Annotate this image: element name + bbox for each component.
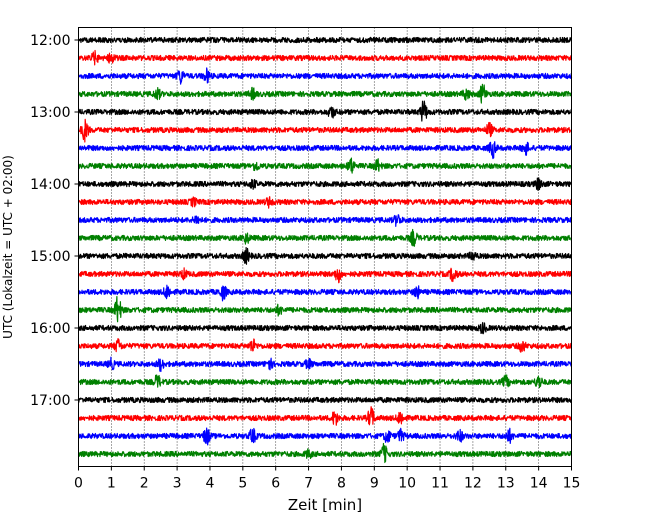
x-tick-label: 15 xyxy=(563,476,581,492)
trace-1530 xyxy=(77,284,573,302)
x-tick-label: 3 xyxy=(173,476,182,492)
trace-1430 xyxy=(77,214,573,227)
trace-1545 xyxy=(77,295,573,323)
trace-1330 xyxy=(77,141,572,160)
x-tick-label: 9 xyxy=(370,476,379,492)
x-tick-label: 14 xyxy=(530,476,548,492)
trace-1700 xyxy=(77,396,573,404)
trace-1415 xyxy=(78,196,573,209)
trace-1630 xyxy=(78,356,573,373)
x-tick-label: 10 xyxy=(398,476,416,492)
y-axis-label: UTC (Lokalzeit = UTC + 02:00) xyxy=(1,155,15,339)
y-tick-label: 14:00 xyxy=(30,177,70,193)
trace-1730 xyxy=(77,427,573,446)
y-tick-label: 13:00 xyxy=(30,105,70,121)
x-axis-ticks: 0 1 2 3 4 5 6 7 8 9 10 11 12 13 14 15 xyxy=(74,466,581,492)
trace-1515 xyxy=(78,267,573,284)
trace-1300 xyxy=(78,100,573,122)
x-tick-label: 0 xyxy=(74,476,83,492)
y-tick-label: 16:00 xyxy=(30,321,70,337)
trace-1445 xyxy=(77,228,573,247)
x-axis-label: Zeit [min] xyxy=(288,496,362,514)
trace-1400 xyxy=(77,177,573,191)
y-tick-label: 15:00 xyxy=(30,249,70,265)
x-tick-label: 11 xyxy=(431,476,449,492)
x-tick-label: 2 xyxy=(140,476,149,492)
x-tick-label: 5 xyxy=(238,476,247,492)
trace-1345 xyxy=(77,157,572,174)
y-tick-label: 12:00 xyxy=(30,33,70,49)
x-tick-label: 7 xyxy=(304,476,313,492)
y-axis-ticks: 12:00 13:00 14:00 15:00 16:00 17:00 xyxy=(30,33,79,409)
x-tick-label: 4 xyxy=(206,476,215,492)
trace-1215 xyxy=(77,49,573,66)
trace-1200 xyxy=(77,36,573,44)
trace-1745 xyxy=(77,442,573,464)
x-tick-label: 1 xyxy=(107,476,116,492)
x-tick-label: 12 xyxy=(464,476,482,492)
trace-1615 xyxy=(78,338,573,353)
trace-1230 xyxy=(78,67,573,85)
trace-1600 xyxy=(77,321,573,335)
y-tick-label: 17:00 xyxy=(30,393,70,409)
trace-1645 xyxy=(77,374,573,389)
x-grid xyxy=(111,27,539,467)
trace-rows xyxy=(77,36,573,464)
x-tick-label: 13 xyxy=(497,476,515,492)
trace-1715 xyxy=(77,406,573,426)
trace-1245 xyxy=(77,83,573,104)
plot-area-frame xyxy=(78,27,572,467)
trace-1500 xyxy=(77,246,573,265)
plot-area-border xyxy=(78,27,572,467)
x-tick-label: 6 xyxy=(271,476,280,492)
x-tick-label: 8 xyxy=(337,476,346,492)
trace-1315 xyxy=(77,118,572,143)
